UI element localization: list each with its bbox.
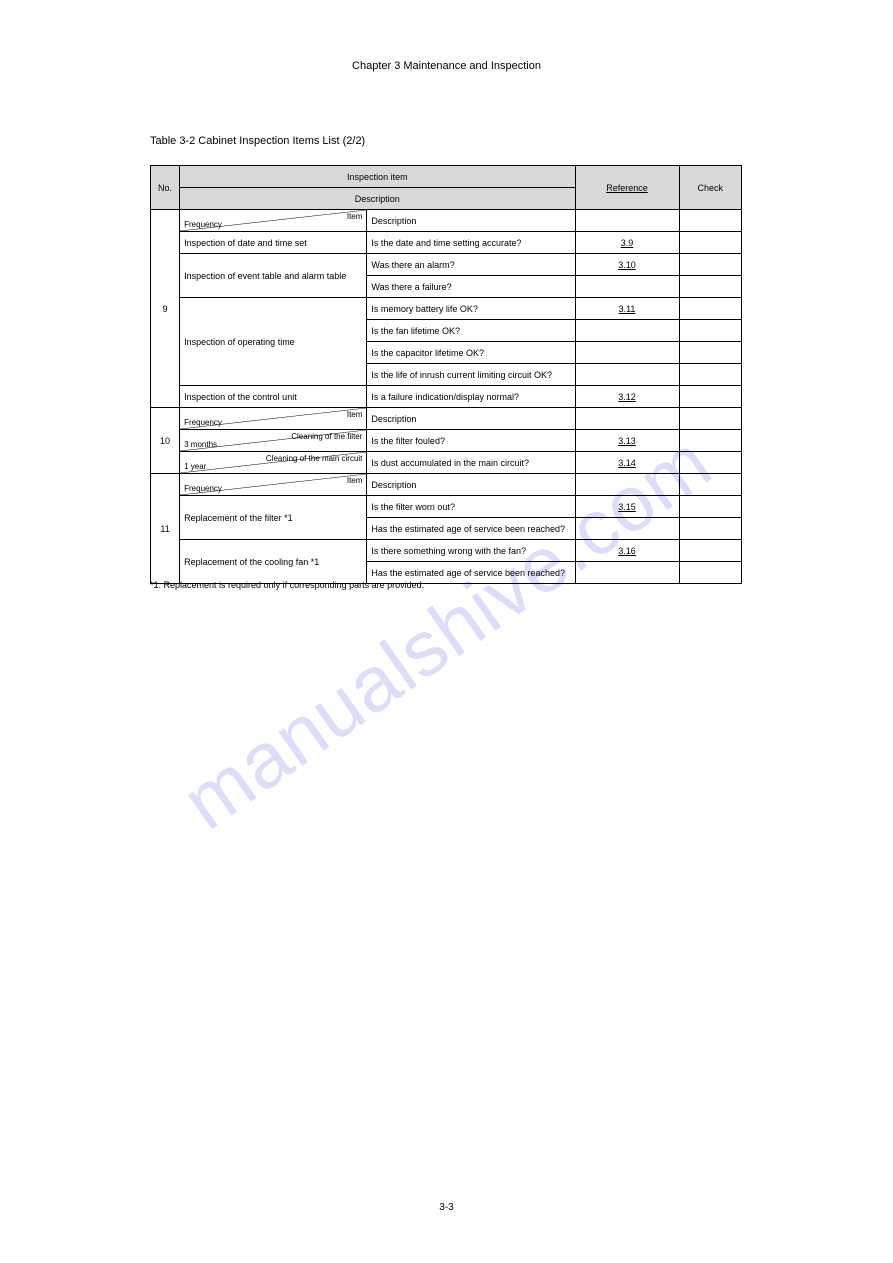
cell-chk xyxy=(679,210,741,232)
table-row: 9 Item Frequency Description xyxy=(151,210,742,232)
section-title: Table 3-2 Cabinet Inspection Items List … xyxy=(150,135,365,147)
table-row: Inspection of date and time set Is the d… xyxy=(151,232,742,254)
table-row: Replacement of the cooling fan *1 Is the… xyxy=(151,540,742,562)
diag-header: Item Frequency xyxy=(180,408,367,430)
table-row: Inspection of event table and alarm tabl… xyxy=(151,254,742,276)
table-row: 10 Item Frequency Description xyxy=(151,408,742,430)
table-row: Inspection of operating time Is memory b… xyxy=(151,298,742,320)
group-no: 9 xyxy=(151,210,180,408)
col-desc: Description xyxy=(180,188,575,210)
table-row: 11 Item Frequency Description xyxy=(151,474,742,496)
page-header: Chapter 3 Maintenance and Inspection xyxy=(0,60,893,72)
page-footer: 3-3 xyxy=(0,1202,893,1213)
table-row: Cleaning of the main circuit 1 year Is d… xyxy=(151,452,742,474)
table-row: Inspection of the control unit Is a fail… xyxy=(151,386,742,408)
col-item-desc: Inspection item xyxy=(180,166,575,188)
cell-desc: Description xyxy=(367,210,575,232)
diag-header: Item Frequency xyxy=(180,474,367,496)
inspection-table: No. Inspection item Reference Check Desc… xyxy=(150,165,742,584)
diag-header: Item Frequency xyxy=(180,210,367,232)
footnote: *1: Replacement is required only if corr… xyxy=(150,580,424,590)
col-no: No. xyxy=(151,166,180,210)
col-chk: Check xyxy=(679,166,741,210)
col-ref: Reference xyxy=(575,166,679,210)
table-row: Replacement of the filter *1 Is the filt… xyxy=(151,496,742,518)
table-row: Cleaning of the filter 3 months Is the f… xyxy=(151,430,742,452)
cell-ref xyxy=(575,210,679,232)
table-header-row: No. Inspection item Reference Check xyxy=(151,166,742,188)
